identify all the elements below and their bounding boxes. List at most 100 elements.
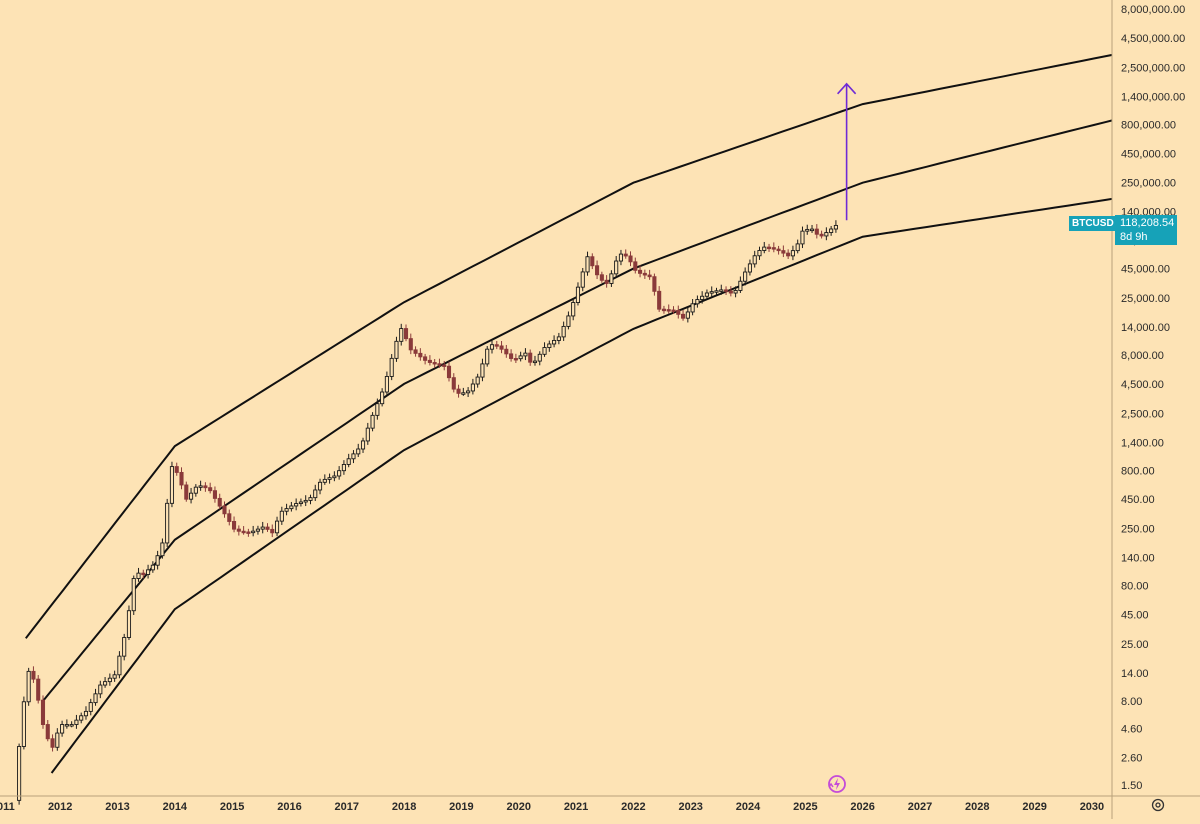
candle-body bbox=[251, 530, 256, 534]
candle-body bbox=[93, 693, 98, 704]
candle-body bbox=[169, 466, 175, 504]
candle-body bbox=[542, 347, 547, 355]
candle-body bbox=[590, 256, 595, 267]
time-tick-label: 2026 bbox=[850, 801, 874, 813]
price-tick-label: 1.50 bbox=[1121, 780, 1142, 792]
candle-body bbox=[332, 475, 337, 479]
candle-body bbox=[274, 520, 280, 534]
candle-body bbox=[203, 485, 208, 489]
time-axis[interactable]: 2011 2012 2013 2014 2015 2016 2017 2018 2019 2020… bbox=[0, 801, 1104, 813]
price-tick-label: 8.00 bbox=[1121, 696, 1142, 708]
candle-body bbox=[17, 746, 22, 801]
candle-body bbox=[719, 289, 724, 292]
candle-body bbox=[313, 489, 318, 499]
time-tick-label: 2017 bbox=[335, 801, 359, 813]
candle-body bbox=[437, 363, 442, 366]
candle-body bbox=[747, 263, 752, 273]
channel-line-2 bbox=[42, 119, 1112, 702]
candle-body bbox=[117, 655, 122, 676]
candle-body bbox=[661, 308, 667, 312]
candle-body bbox=[360, 440, 366, 450]
candle-body bbox=[317, 481, 323, 491]
candle-body bbox=[790, 250, 795, 257]
candle-body bbox=[676, 309, 681, 315]
price-tick-label: 800.00 bbox=[1121, 465, 1155, 477]
candle-body bbox=[666, 309, 671, 312]
time-tick-label: 2023 bbox=[678, 801, 702, 813]
candle-body bbox=[623, 253, 628, 257]
last-price-value: 118,208.54 bbox=[1120, 217, 1175, 229]
candle-body bbox=[131, 578, 136, 612]
candle-body bbox=[723, 289, 729, 292]
time-tick-label: 2027 bbox=[908, 801, 932, 813]
candle-body bbox=[179, 471, 184, 486]
candle-body bbox=[45, 724, 50, 740]
candle-body bbox=[375, 403, 380, 416]
candle-body bbox=[485, 348, 490, 365]
lightning-replay-icon[interactable] bbox=[826, 773, 848, 795]
price-tick-label: 14.00 bbox=[1121, 668, 1149, 680]
candle-body bbox=[451, 377, 456, 390]
candle-body bbox=[380, 391, 385, 405]
candle-body bbox=[103, 681, 108, 686]
candle-body bbox=[21, 701, 26, 747]
candle-body bbox=[255, 528, 260, 532]
candle-body bbox=[394, 340, 399, 359]
candle-body bbox=[403, 328, 409, 340]
price-tick-label: 1,400.00 bbox=[1121, 437, 1164, 449]
candle-body bbox=[432, 362, 437, 365]
price-tick-label: 4,500,000.00 bbox=[1121, 33, 1185, 45]
candle-body bbox=[800, 230, 805, 245]
candle-body bbox=[700, 295, 705, 300]
candle-body bbox=[40, 699, 46, 725]
price-tick-label: 2.60 bbox=[1121, 752, 1142, 764]
candle-body bbox=[733, 290, 738, 294]
candle-body bbox=[461, 392, 466, 395]
candle-body bbox=[647, 274, 652, 278]
candle-body bbox=[356, 448, 361, 455]
candle-body bbox=[260, 526, 265, 530]
price-tick-label: 250,000.00 bbox=[1121, 178, 1176, 190]
candle-body bbox=[523, 352, 528, 357]
candle-body bbox=[74, 719, 79, 725]
price-tick-label: 450,000.00 bbox=[1121, 148, 1176, 160]
candle-body bbox=[681, 313, 686, 319]
price-axis[interactable]: 8,000,000.00 4,500,000.00 2,500,000.00 1,40… bbox=[1121, 4, 1185, 792]
price-tick-label: 1,400,000.00 bbox=[1121, 91, 1185, 103]
channel-line-1 bbox=[25, 53, 1112, 639]
time-tick-label: 2029 bbox=[1022, 801, 1046, 813]
candle-body bbox=[743, 271, 748, 282]
candle-body bbox=[599, 274, 604, 281]
candle-body bbox=[284, 508, 289, 512]
candle-body bbox=[227, 513, 232, 522]
candle-body bbox=[308, 497, 313, 501]
candle-body bbox=[633, 261, 638, 271]
candle-body bbox=[470, 383, 475, 392]
candle-body bbox=[389, 357, 394, 377]
candle-body bbox=[466, 390, 471, 394]
candle-body bbox=[236, 528, 241, 532]
candle-body bbox=[757, 250, 762, 257]
candle-body bbox=[69, 724, 74, 727]
candle-body bbox=[547, 343, 552, 348]
candlestick-series bbox=[17, 220, 838, 805]
gear-icon[interactable] bbox=[1150, 797, 1166, 813]
channel-line-3 bbox=[50, 197, 1112, 774]
candle-body bbox=[566, 315, 571, 327]
candle-body bbox=[766, 246, 772, 250]
projection-arrow[interactable] bbox=[837, 82, 857, 221]
candle-body bbox=[614, 260, 619, 275]
time-tick-label: 2019 bbox=[449, 801, 473, 813]
candle-body bbox=[136, 572, 141, 579]
candle-body bbox=[337, 470, 342, 477]
candle-body bbox=[618, 253, 624, 262]
price-tick-label: 2,500,000.00 bbox=[1121, 62, 1185, 74]
candle-body bbox=[174, 466, 179, 473]
candle-body bbox=[294, 503, 299, 507]
candle-body bbox=[160, 542, 165, 557]
arrow-head bbox=[837, 82, 857, 95]
bar-countdown: 8d 9h bbox=[1120, 231, 1148, 243]
candle-body bbox=[575, 286, 581, 303]
